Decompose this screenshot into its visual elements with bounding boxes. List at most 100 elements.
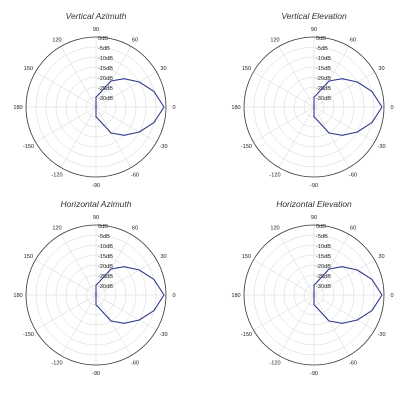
angle-tick-label: -60 (349, 361, 357, 367)
angle-tick-label: -90 (310, 371, 318, 377)
angle-tick-label: 90 (311, 215, 317, 221)
angle-tick-label: -60 (349, 173, 357, 179)
pattern-line (95, 266, 165, 324)
radial-db-label: -30dB (316, 96, 331, 102)
grid-spoke (95, 71, 157, 108)
radial-db-label: -15dB (98, 66, 113, 72)
grid-spoke (278, 106, 315, 168)
polar-chart: Vertical Elevation 90 60 30 0 -30 -60 -90 -120 -1… (231, 11, 393, 189)
grid-spoke (95, 106, 157, 143)
pattern-line (313, 266, 383, 324)
grid-spoke (35, 71, 97, 108)
pattern-line (313, 78, 383, 136)
grid-spoke (313, 106, 350, 168)
grid-spoke (313, 46, 350, 108)
angle-tick-label: -60 (131, 361, 139, 367)
grid-spoke (95, 294, 157, 331)
outer-ring (243, 36, 385, 178)
outer-ring (25, 36, 167, 178)
angle-tick-label: 120 (270, 37, 279, 43)
chart-title: Vertical Azimuth (66, 11, 127, 21)
angle-tick-label: 180 (13, 105, 22, 111)
angle-tick-label: 150 (242, 66, 251, 72)
radial-db-label: 0dB (316, 36, 326, 42)
grid-spoke (35, 294, 97, 331)
radial-db-label: -25dB (98, 86, 113, 92)
grid-spoke (95, 294, 132, 356)
angle-tick-label: 0 (390, 293, 393, 299)
grid-spoke (313, 259, 375, 296)
angle-tick-label: 60 (350, 225, 356, 231)
angle-tick-label: 150 (24, 66, 33, 72)
angle-tick-label: 30 (160, 254, 166, 260)
polar-chart: Horizontal Elevation 90 60 30 0 -30 -60 -90 -120… (231, 199, 393, 377)
angle-tick-label: 30 (160, 66, 166, 72)
radial-db-label: -15dB (316, 66, 331, 72)
polar-chart: Vertical Azimuth 90 60 30 0 -30 -60 -90 -120 -150… (13, 11, 175, 189)
grid-spoke (253, 294, 315, 331)
angle-tick-label: -60 (131, 173, 139, 179)
radial-db-label: -10dB (98, 56, 113, 62)
angle-tick-label: -120 (269, 361, 280, 367)
grid-spoke (253, 71, 315, 108)
radial-db-label: -20dB (98, 264, 113, 270)
angle-tick-label: 120 (52, 37, 61, 43)
radial-db-label: -20dB (98, 76, 113, 82)
grid-spoke (278, 294, 315, 356)
angle-tick-label: 90 (93, 215, 99, 221)
grid-spoke (95, 234, 132, 296)
angle-tick-label: 90 (311, 27, 317, 33)
angle-tick-label: 0 (390, 105, 393, 111)
angle-tick-label: -150 (23, 332, 34, 338)
angle-tick-label: -30 (160, 332, 168, 338)
grid-spoke (313, 294, 375, 331)
angle-tick-label: -30 (160, 144, 168, 150)
grid-spoke (60, 234, 97, 296)
chart-title: Horizontal Elevation (276, 199, 352, 209)
grid-spoke (60, 46, 97, 108)
angle-tick-label: 150 (24, 254, 33, 260)
radial-db-label: -30dB (98, 96, 113, 102)
radial-db-label: -20dB (316, 76, 331, 82)
angle-tick-label: 90 (93, 27, 99, 33)
grid-spoke (60, 294, 97, 356)
angle-tick-label: -90 (92, 371, 100, 377)
radial-db-label: -15dB (98, 254, 113, 260)
angle-tick-label: -150 (241, 332, 252, 338)
grid-spoke (313, 71, 375, 108)
radial-db-label: -15dB (316, 254, 331, 260)
angle-tick-label: -90 (310, 183, 318, 189)
angle-tick-label: -90 (92, 183, 100, 189)
radial-db-label: 0dB (316, 224, 326, 230)
radial-db-label: 0dB (98, 36, 108, 42)
angle-tick-label: 120 (270, 225, 279, 231)
angle-tick-label: 180 (231, 293, 240, 299)
grid-spoke (95, 259, 157, 296)
angle-tick-label: 30 (378, 254, 384, 260)
radial-db-label: -25dB (316, 86, 331, 92)
radial-db-label: -25dB (98, 274, 113, 280)
outer-ring (25, 224, 167, 366)
radial-db-label: -10dB (316, 244, 331, 250)
grid-spoke (253, 106, 315, 143)
grid-spoke (35, 106, 97, 143)
radial-db-label: -10dB (316, 56, 331, 62)
angle-tick-label: 0 (172, 293, 175, 299)
angle-tick-label: 30 (378, 66, 384, 72)
angle-tick-label: 0 (172, 105, 175, 111)
radial-db-label: -20dB (316, 264, 331, 270)
grid-spoke (313, 234, 350, 296)
angle-tick-label: -120 (269, 173, 280, 179)
pattern-line (95, 78, 165, 136)
radial-db-label: -5dB (316, 234, 328, 240)
angle-tick-label: -30 (378, 144, 386, 150)
radial-db-label: -5dB (316, 46, 328, 52)
grid-spoke (278, 234, 315, 296)
angle-tick-label: -30 (378, 332, 386, 338)
grid-spoke (95, 106, 132, 168)
grid-spoke (60, 106, 97, 168)
angle-tick-label: 60 (350, 37, 356, 43)
outer-ring (243, 224, 385, 366)
angle-tick-label: 150 (242, 254, 251, 260)
